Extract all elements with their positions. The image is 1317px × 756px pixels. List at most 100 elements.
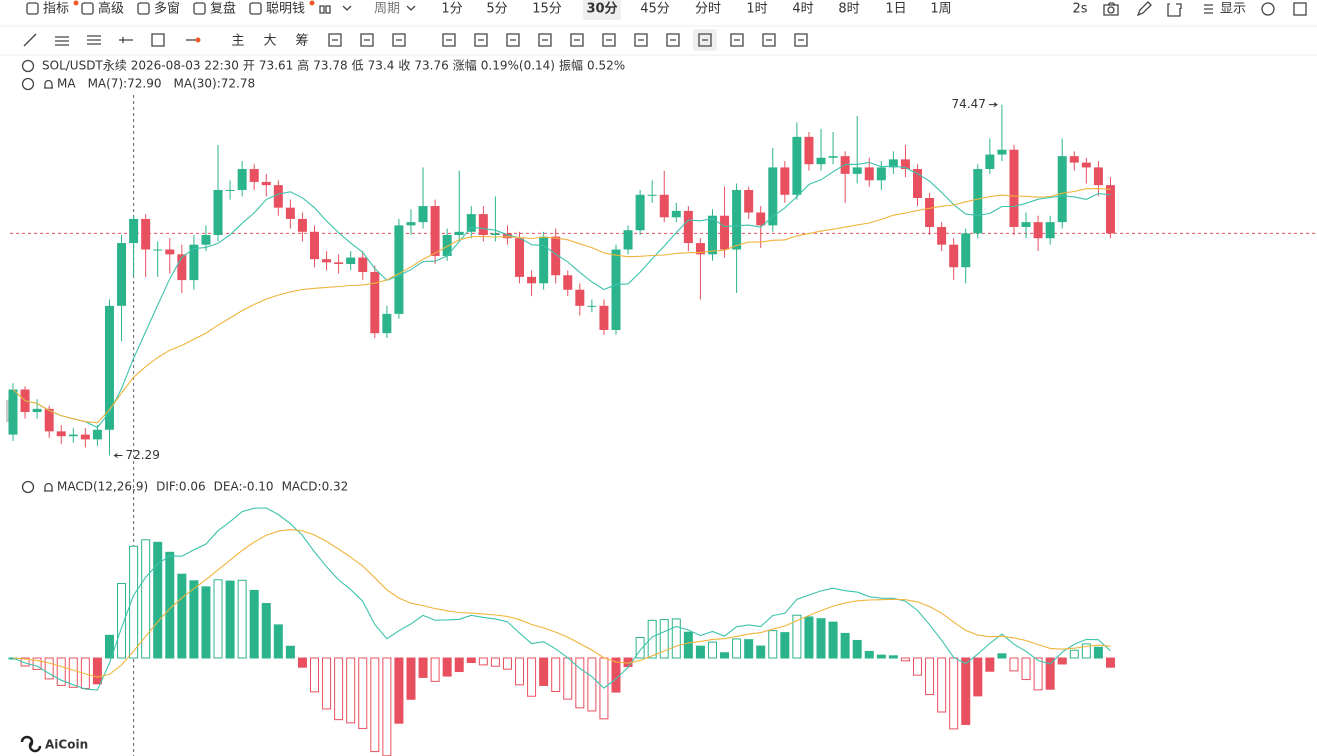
candle-body <box>876 167 886 181</box>
macd-bar <box>828 621 838 659</box>
candle-body <box>490 233 500 236</box>
drawing-tool[interactable] <box>23 33 37 47</box>
period-button[interactable]: 5分 <box>486 2 507 17</box>
drawing-tool[interactable] <box>762 33 776 47</box>
drawing-tool[interactable] <box>666 33 680 47</box>
drawing-tool[interactable] <box>634 33 648 47</box>
collapse-icon[interactable] <box>21 480 35 494</box>
drawing-tool[interactable] <box>602 33 616 47</box>
macd-bar <box>732 638 742 659</box>
toolbar-button[interactable]: 多窗 <box>154 1 180 17</box>
period-button[interactable]: 1周 <box>930 2 951 17</box>
drawing-tool[interactable] <box>698 33 712 47</box>
drawing-tool[interactable] <box>328 33 342 47</box>
drawing-tool[interactable] <box>87 35 101 45</box>
camera-icon[interactable] <box>1103 2 1119 16</box>
candle-body <box>756 212 766 226</box>
candle-body <box>792 136 802 195</box>
macd-bar <box>249 589 259 659</box>
macd-bar <box>430 657 440 682</box>
macd-bar <box>297 657 307 668</box>
toolbar-icon <box>249 2 262 15</box>
dea-line <box>12 529 1111 678</box>
share-icon[interactable] <box>1167 3 1182 17</box>
alert-icon[interactable] <box>44 482 53 492</box>
period-menu[interactable]: 周期 <box>374 2 400 17</box>
collapse-icon[interactable] <box>21 77 35 91</box>
macd-value: MACD:0.32 <box>282 480 349 494</box>
candle-body <box>297 218 307 232</box>
candle-body <box>237 169 247 190</box>
macd-bar <box>792 614 802 659</box>
macd-bar <box>864 650 874 659</box>
period-button[interactable]: 1分 <box>441 2 462 17</box>
macd-bar <box>1057 657 1067 665</box>
dea-value: DEA:-0.10 <box>214 480 274 494</box>
drawing-tool[interactable] <box>794 33 808 47</box>
overlay-tool[interactable]: 筹 <box>295 33 308 49</box>
drawing-tool[interactable] <box>730 33 744 47</box>
candle-body <box>370 272 380 334</box>
toolbar-button[interactable]: 复盘 <box>210 1 236 17</box>
drawing-tool[interactable] <box>570 33 584 47</box>
drawing-tool[interactable] <box>119 37 133 43</box>
candle-body <box>623 230 633 250</box>
collapse-icon[interactable] <box>21 59 35 73</box>
field-label: 收 <box>398 59 410 73</box>
overlay-tool[interactable]: 主 <box>231 34 244 49</box>
display-button[interactable]: 显示 <box>1220 2 1246 17</box>
drawing-tool[interactable] <box>506 33 520 47</box>
macd-bar <box>1033 657 1043 691</box>
high-arrow <box>988 102 998 108</box>
toolbar-button[interactable]: 高级 <box>98 1 124 17</box>
alert-icon[interactable] <box>44 79 53 89</box>
candle-body <box>997 149 1007 155</box>
period-button[interactable]: 1日 <box>885 2 906 17</box>
period-button[interactable]: 8时 <box>838 2 859 17</box>
overlay-tool[interactable]: 大 <box>263 34 276 49</box>
candle-body <box>599 305 609 330</box>
drawing-tool[interactable] <box>55 36 69 46</box>
macd-bar <box>1009 657 1019 672</box>
period-button[interactable]: 分时 <box>695 2 721 17</box>
tool-dot <box>195 37 201 43</box>
macd-bar <box>527 657 537 697</box>
drawing-tool[interactable] <box>538 33 552 47</box>
candle-body <box>937 226 947 245</box>
fullscreen-icon[interactable] <box>1293 2 1307 16</box>
candle-body <box>1045 222 1055 239</box>
ma-value: MA(30):72.78 <box>174 77 256 91</box>
candle-body <box>1069 156 1079 163</box>
drawing-tool[interactable] <box>360 33 374 47</box>
dif-line <box>12 507 1111 691</box>
macd-bar <box>997 653 1007 659</box>
field-label: 振幅 <box>559 58 583 73</box>
drawing-tool[interactable] <box>474 33 488 47</box>
settings-icon[interactable] <box>1261 2 1275 16</box>
macd-bar <box>1081 643 1091 659</box>
refresh-rate[interactable]: 2s <box>1072 2 1087 17</box>
toolbar-button[interactable]: 聪明钱 <box>266 2 305 17</box>
pencil-icon[interactable] <box>1136 1 1152 17</box>
macd-bar <box>153 541 163 659</box>
period-button[interactable]: 1时 <box>746 2 767 17</box>
macd-bar <box>322 657 332 710</box>
candle-body <box>587 305 597 307</box>
period-button[interactable]: 30分 <box>586 1 617 17</box>
candle-body <box>575 289 585 306</box>
macd-bar <box>671 618 681 659</box>
macd-bar <box>575 657 585 709</box>
period-button[interactable]: 15分 <box>532 2 562 17</box>
logo-mark <box>20 735 42 753</box>
period-button[interactable]: 4时 <box>792 2 813 17</box>
candle-body <box>913 169 922 199</box>
drawing-tool[interactable] <box>392 33 406 47</box>
field-label: 涨幅 <box>453 58 477 73</box>
period-button[interactable]: 45分 <box>640 2 670 17</box>
candle-body <box>153 249 163 251</box>
drawing-tool[interactable] <box>442 33 456 47</box>
notify-dot <box>73 0 79 6</box>
toolbar-button[interactable]: 指标 <box>43 2 69 17</box>
macd-bar <box>1045 657 1055 690</box>
drawing-tool[interactable] <box>151 33 165 47</box>
